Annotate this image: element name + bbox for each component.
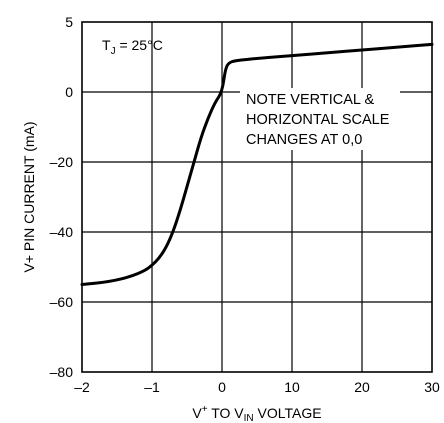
series-line: [80, 42, 434, 286]
tick-labels: –2 –1 0 10 20 30 5 0 –20 –40 –60 –80: [50, 14, 440, 395]
y-tick-label: –80: [50, 364, 74, 380]
scale-note-line: HORIZONTAL SCALE: [246, 112, 390, 128]
y-tick-label: 0: [65, 84, 73, 100]
y-tick-label: –40: [50, 224, 74, 240]
y-tick-label: –20: [50, 154, 74, 170]
y-tick-label: –60: [50, 294, 74, 310]
x-axis-label: V+ TO VIN VOLTAGE: [192, 404, 321, 423]
y-axis-label: V+ PIN CURRENT (mA): [21, 121, 37, 272]
plot-frame: [81, 21, 433, 373]
temperature-annotation-pre: T: [102, 37, 111, 53]
temperature-annotation: TJ = 25°C: [102, 37, 163, 57]
x-axis-label-sup: +: [202, 404, 208, 415]
x-axis-label-pre: V: [192, 405, 202, 421]
scale-note-background: [240, 88, 400, 150]
scale-note-line: NOTE VERTICAL &: [246, 92, 374, 108]
temperature-annotation-post: = 25°C: [116, 37, 163, 53]
x-tick-label: 30: [424, 379, 440, 395]
y-tick-label: 5: [65, 14, 73, 30]
x-axis-label-post: VOLTAGE: [254, 405, 322, 421]
x-tick-label: 20: [354, 379, 370, 395]
x-tick-label: –2: [74, 379, 90, 395]
temperature-annotation-sub: J: [111, 46, 116, 57]
x-tick-label: –1: [144, 379, 160, 395]
x-axis-label-sub: IN: [244, 413, 254, 423]
x-tick-label: 10: [284, 379, 300, 395]
x-tick-label: 0: [218, 379, 226, 395]
scale-note-line: CHANGES AT 0,0: [246, 132, 362, 148]
scale-note: NOTE VERTICAL & HORIZONTAL SCALE CHANGES A…: [240, 88, 400, 150]
x-axis-label-mid: TO V: [208, 405, 245, 421]
grid: [82, 22, 432, 372]
